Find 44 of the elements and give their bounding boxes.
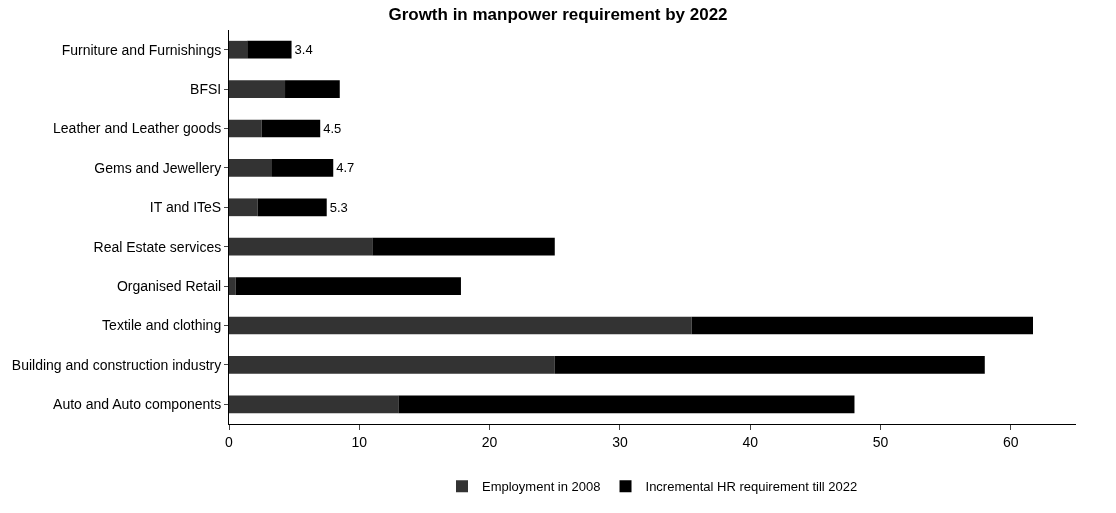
bar (229, 277, 236, 295)
y-tick-label: Organised Retail (116, 278, 222, 294)
bar (272, 159, 334, 177)
y-tick-label: Auto and Auto components (53, 396, 222, 413)
x-tick-label: 60 (1003, 433, 1019, 450)
legend-label: Incremental HR requirement till 2022 (645, 479, 858, 495)
bar (229, 316, 692, 335)
y-tick-label: Furniture and Furnishings (61, 41, 222, 58)
bar (229, 356, 555, 374)
chart-title: Growth in manpower requirement by 2022 (388, 4, 728, 24)
x-tick-label: 50 (872, 433, 889, 450)
bar (229, 198, 258, 217)
bar (554, 356, 985, 374)
bar (229, 237, 373, 256)
bar (691, 316, 1033, 335)
bar (372, 237, 555, 256)
bar (229, 80, 286, 98)
bar (229, 40, 248, 59)
bar (285, 80, 340, 98)
y-tick-label: Textile and clothing (102, 317, 222, 334)
bar (235, 277, 461, 295)
bar (229, 119, 262, 138)
y-tick-label: IT and ITeS (149, 199, 222, 216)
y-tick-label: BFSI (190, 81, 222, 97)
data-label: 4.5 (323, 121, 342, 137)
data-label: 3.4 (294, 42, 313, 58)
data-label: 5.3 (329, 199, 348, 215)
bar (398, 395, 855, 414)
y-tick-label: Gems and Jewellery (94, 159, 222, 176)
legend-label: Employment in 2008 (482, 479, 601, 495)
x-tick-label: 20 (481, 433, 498, 450)
bar (247, 40, 292, 59)
x-tick-label: 10 (351, 433, 368, 450)
x-tick-label: 0 (225, 433, 234, 450)
bar (229, 395, 399, 414)
y-tick-label: Building and construction industry (11, 356, 222, 373)
bar (257, 198, 327, 217)
x-tick-label: 30 (612, 433, 628, 450)
bar (229, 159, 272, 177)
y-tick-label: Leather and Leather goods (53, 120, 222, 137)
data-label: 4.7 (336, 160, 355, 176)
bar (261, 119, 321, 138)
y-tick-label: Real Estate services (93, 238, 222, 255)
x-tick-label: 40 (742, 433, 759, 450)
